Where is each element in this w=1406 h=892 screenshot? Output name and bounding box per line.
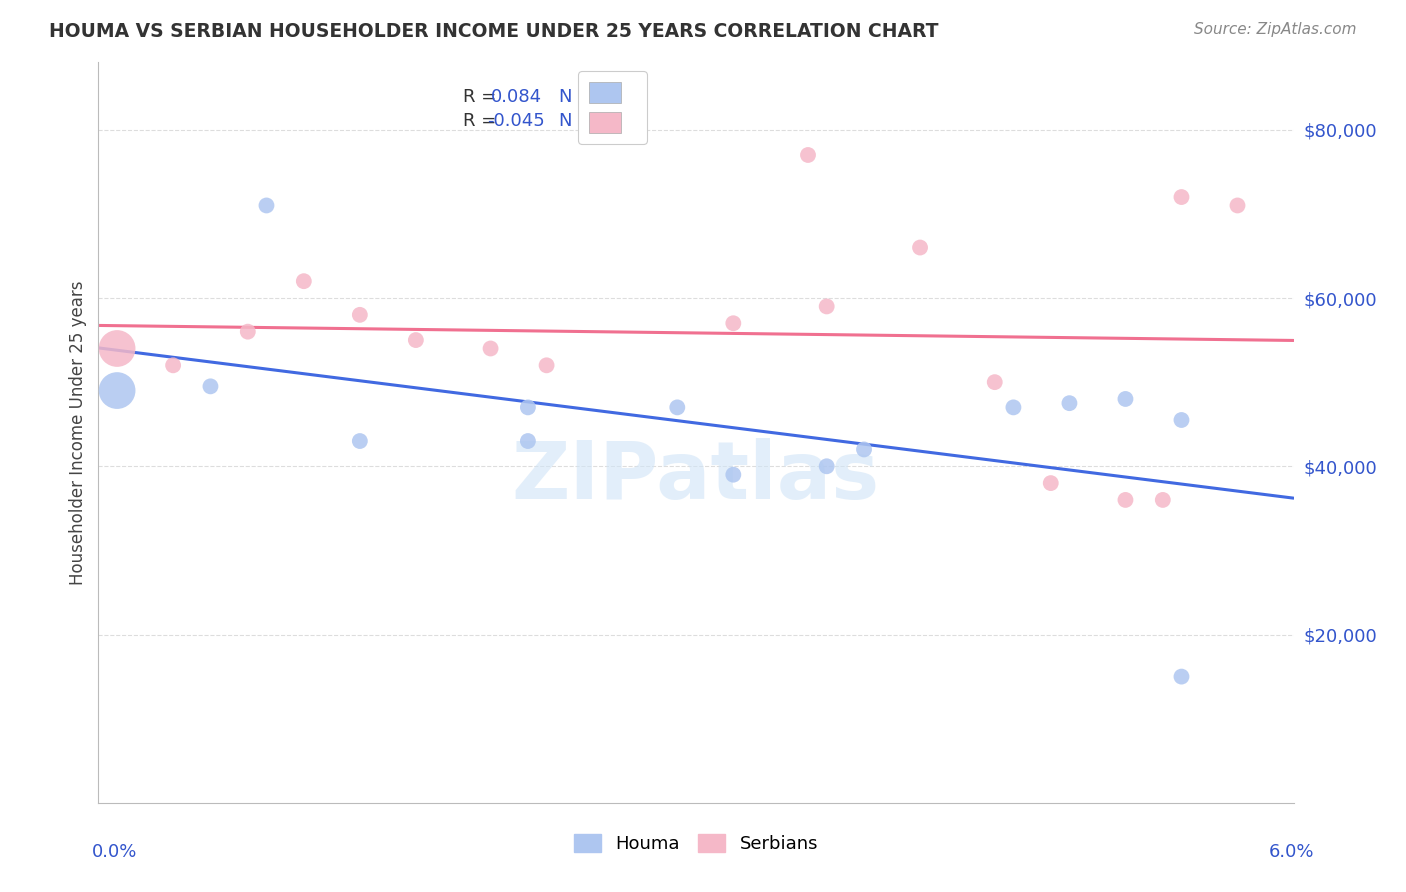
Point xyxy=(984,375,1007,389)
Point xyxy=(666,401,689,415)
Text: 6.0%: 6.0% xyxy=(1270,843,1315,861)
Point xyxy=(1170,670,1192,684)
Point xyxy=(1114,392,1136,406)
Point xyxy=(908,240,931,255)
Text: HOUMA VS SERBIAN HOUSEHOLDER INCOME UNDER 25 YEARS CORRELATION CHART: HOUMA VS SERBIAN HOUSEHOLDER INCOME UNDE… xyxy=(49,22,939,41)
Point xyxy=(349,308,371,322)
Point xyxy=(815,459,838,474)
Point xyxy=(1170,413,1192,427)
Point xyxy=(1059,396,1081,410)
Point xyxy=(1152,492,1174,507)
Point xyxy=(1114,492,1136,507)
Point xyxy=(536,359,558,373)
Text: Source: ZipAtlas.com: Source: ZipAtlas.com xyxy=(1194,22,1357,37)
Point xyxy=(853,442,876,457)
Text: R =: R = xyxy=(463,112,496,130)
Point xyxy=(1170,190,1192,204)
Text: N = 15: N = 15 xyxy=(558,88,621,106)
Point xyxy=(815,300,838,314)
Point xyxy=(723,467,745,482)
Point xyxy=(516,401,538,415)
Text: -0.045: -0.045 xyxy=(486,112,544,130)
Point xyxy=(162,359,184,373)
Text: 0.084: 0.084 xyxy=(491,88,541,106)
Text: 0.0%: 0.0% xyxy=(91,843,136,861)
Point xyxy=(405,333,427,347)
Point xyxy=(797,148,820,162)
Point xyxy=(256,198,278,212)
Legend: Houma, Serbians: Houma, Serbians xyxy=(567,827,825,861)
Point xyxy=(236,325,259,339)
Text: N = 19: N = 19 xyxy=(558,112,621,130)
Text: ZIPatlas: ZIPatlas xyxy=(512,438,880,516)
Point xyxy=(1226,198,1249,212)
Point xyxy=(1039,476,1062,491)
Y-axis label: Householder Income Under 25 years: Householder Income Under 25 years xyxy=(69,280,87,585)
Point xyxy=(516,434,538,448)
Point xyxy=(105,384,128,398)
Point xyxy=(105,342,128,356)
Point xyxy=(1002,401,1025,415)
Point xyxy=(200,379,222,393)
Point xyxy=(479,342,502,356)
Point xyxy=(349,434,371,448)
Point xyxy=(292,274,315,288)
Text: R =: R = xyxy=(463,88,496,106)
Point xyxy=(723,316,745,330)
